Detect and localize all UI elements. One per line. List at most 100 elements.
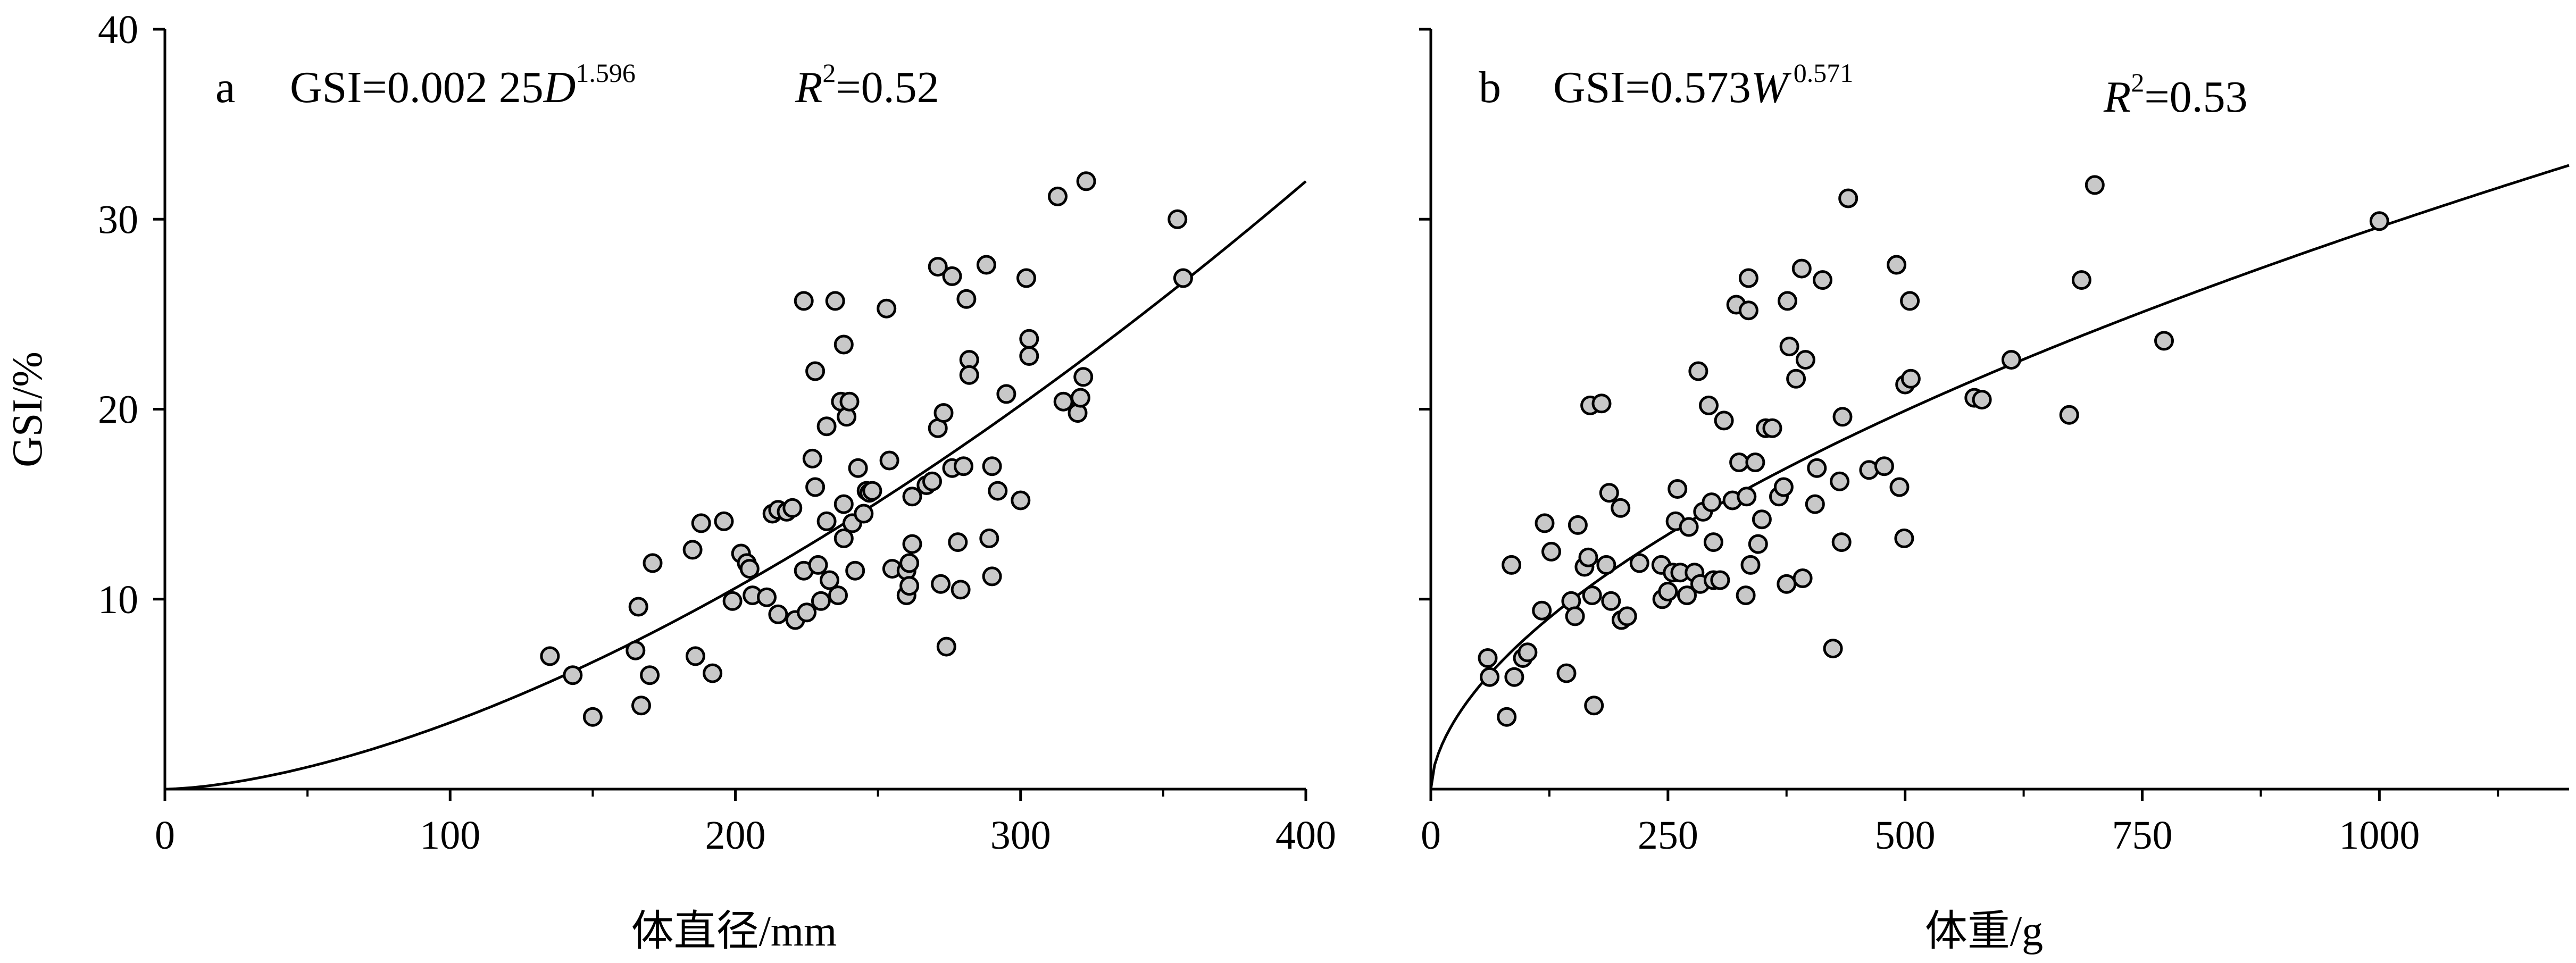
data-point <box>631 696 651 716</box>
data-point <box>854 504 874 524</box>
panel-b-eq-exp: 0.571 <box>1794 58 1854 88</box>
data-point <box>1830 471 1850 491</box>
panel-b-r2-exp: 2 <box>2131 68 2144 97</box>
panel-b-body-weight: 0 250 500 750 1000 b GSI=0.573W 0.571 R2=0.53… <box>1419 28 2570 955</box>
data-point <box>899 553 920 573</box>
data-point <box>1611 498 1631 518</box>
data-point <box>833 494 854 514</box>
data-point <box>1779 337 1799 357</box>
panel-a-points <box>540 171 1193 727</box>
panel-b-axes <box>1419 28 2569 801</box>
x-tick-label: 250 <box>1638 813 1698 858</box>
data-point <box>628 597 648 617</box>
data-point <box>643 553 663 573</box>
data-point <box>982 456 1002 476</box>
panel-a-x-axis-title: 体直径/mm <box>631 908 837 955</box>
data-point <box>1541 541 1561 562</box>
data-point <box>956 289 977 309</box>
data-point <box>1832 407 1853 427</box>
x-tick-label: 500 <box>1875 813 1936 858</box>
panel-b-equation: GSI=0.573W 0.571 <box>1553 58 1853 112</box>
data-point <box>1518 642 1538 663</box>
data-point <box>1786 369 1806 389</box>
data-point <box>1791 258 1812 279</box>
data-point <box>1738 300 1758 321</box>
panel-a-axes <box>153 28 1307 801</box>
data-point <box>811 591 831 611</box>
data-point <box>976 255 996 275</box>
data-point <box>1702 492 1722 513</box>
data-point <box>816 416 837 437</box>
data-point <box>1658 582 1678 601</box>
data-point <box>1677 585 1697 606</box>
data-point <box>1565 606 1585 626</box>
data-point <box>739 559 760 579</box>
data-point <box>802 448 822 468</box>
data-point <box>757 587 777 607</box>
data-point <box>928 257 948 277</box>
data-point <box>922 471 942 491</box>
data-point <box>848 458 868 478</box>
data-point <box>1599 483 1619 503</box>
data-point <box>833 528 854 548</box>
data-point <box>1752 509 1772 530</box>
data-point <box>1478 648 1498 668</box>
data-point <box>1736 585 1756 606</box>
panel-b-r2-val: =0.53 <box>2144 72 2247 122</box>
data-point <box>1568 515 1588 535</box>
data-point <box>936 637 956 657</box>
data-point <box>1900 291 1920 311</box>
data-point <box>1019 329 1039 349</box>
panel-b-label: b <box>1479 63 1501 112</box>
data-point <box>979 528 999 548</box>
panel-a-r2: R2=0.52 <box>795 58 939 112</box>
panel-a-tick-labels: 0 100 200 300 400 10 20 30 40 <box>98 7 1336 858</box>
data-point <box>1578 547 1598 567</box>
data-point <box>691 513 711 533</box>
data-point <box>1714 411 1734 431</box>
data-point <box>902 534 922 554</box>
panel-a-r2-sym: R <box>795 63 822 112</box>
data-point <box>722 591 743 611</box>
data-point <box>1668 479 1688 499</box>
data-point <box>1076 171 1096 191</box>
data-point <box>839 391 860 412</box>
data-point <box>1762 418 1782 438</box>
data-point <box>825 291 845 311</box>
panel-b-x-axis-title: 体重/g <box>1925 908 2043 955</box>
data-point <box>1019 346 1039 366</box>
data-point <box>1688 361 1708 381</box>
data-point <box>902 487 922 507</box>
data-point <box>1073 367 1094 387</box>
data-point <box>982 566 1002 587</box>
x-tick-label: 0 <box>155 813 175 858</box>
data-point <box>1703 532 1723 552</box>
data-point <box>1497 707 1517 727</box>
data-point <box>2001 350 2021 370</box>
data-point <box>1887 255 1907 275</box>
x-tick-label: 750 <box>2112 813 2173 858</box>
data-point <box>703 663 723 683</box>
data-point <box>1480 667 1500 687</box>
data-point <box>1738 268 1758 288</box>
data-point <box>951 580 971 600</box>
data-point <box>1793 568 1813 588</box>
fit-curve <box>164 180 1307 791</box>
data-point <box>959 365 979 385</box>
data-point <box>805 477 826 497</box>
panel-a-r2-exp: 2 <box>822 58 836 88</box>
data-point <box>1823 639 1843 659</box>
data-point <box>1710 570 1730 590</box>
y-tick-label: 30 <box>98 197 138 242</box>
data-point <box>1813 270 1832 290</box>
data-point <box>808 555 828 575</box>
x-tick-label: 400 <box>1276 813 1336 858</box>
panel-b-points <box>1478 175 2389 727</box>
data-point <box>1011 490 1031 510</box>
data-point <box>1048 186 1068 206</box>
data-point <box>948 532 968 552</box>
data-point <box>714 511 734 531</box>
data-point <box>797 602 817 623</box>
data-point <box>2154 331 2174 351</box>
y-tick-label: 10 <box>98 577 138 622</box>
